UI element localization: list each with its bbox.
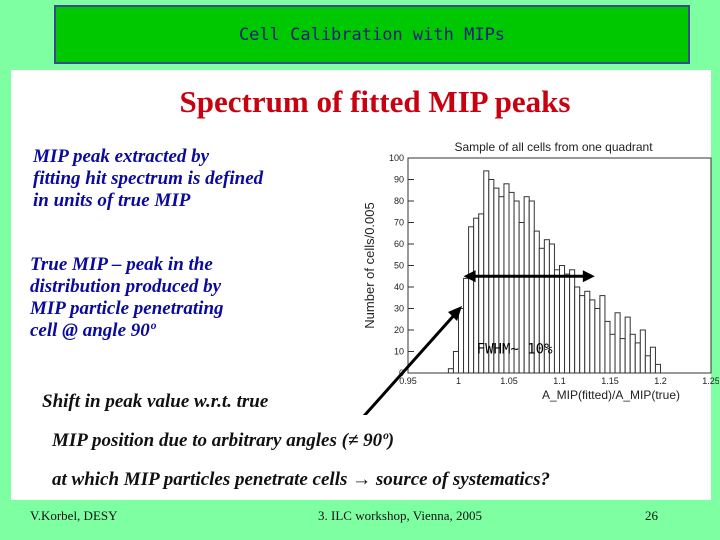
histogram-bar — [614, 312, 621, 374]
y-tick-label: 70 — [394, 218, 404, 228]
x-tick-label: 1.25 — [702, 376, 719, 386]
histogram-bar — [624, 316, 631, 374]
histogram-bar — [619, 338, 626, 374]
histogram-bar — [447, 368, 454, 374]
footer-author: V.Korbel, DESY — [30, 508, 118, 523]
slide-title-bar: Cell Calibration with MIPs — [54, 5, 690, 64]
slide-content: Spectrum of fitted MIP peaks — [11, 70, 711, 500]
histogram-bar — [553, 269, 560, 374]
chart-title: Sample of all cells from one quadrant — [454, 140, 653, 154]
histogram-bar — [584, 290, 591, 374]
paragraph-line: fitting hit spectrum is defined — [33, 168, 264, 189]
y-tick-label: 40 — [394, 282, 404, 292]
paragraph-line: distribution produced by — [30, 276, 222, 297]
histogram-chart: Sample of all cells from one quadrant010… — [362, 140, 719, 415]
histogram-bar — [639, 329, 646, 374]
histogram-bar — [609, 333, 616, 374]
histogram-bar — [579, 295, 586, 374]
histogram-bar — [458, 308, 465, 374]
fwhm-arrow-right-head — [582, 270, 595, 283]
paragraph-mip-peak: MIP peak extracted by fitting hit spectr… — [33, 146, 263, 212]
footer-page-number: 26 — [645, 508, 658, 523]
histogram-bar — [574, 286, 581, 374]
x-axis-label: A_MIP(fitted)/A_MIP(true) — [542, 388, 680, 402]
histogram-bar — [654, 363, 662, 374]
histogram-bar — [468, 226, 475, 374]
histogram-bar — [649, 346, 656, 374]
histogram-bar — [564, 273, 571, 374]
x-tick-label: 0.95 — [399, 376, 417, 386]
x-tick-label: 1.2 — [654, 376, 667, 386]
bottom-line-3: at which MIP particles penetrate cells →… — [52, 469, 551, 490]
slide-heading: Spectrum of fitted MIP peaks — [179, 84, 571, 119]
y-tick-label: 50 — [394, 261, 404, 271]
histogram-bar — [634, 342, 641, 374]
paragraph-line: cell @ angle 90º — [30, 320, 156, 341]
y-tick-label: 80 — [394, 196, 404, 206]
y-tick-label: 100 — [389, 153, 404, 163]
pointer-arrow-line — [362, 312, 458, 415]
histogram-bar — [594, 308, 601, 374]
x-tick-label: 1.1 — [553, 376, 566, 386]
histogram-bar — [452, 351, 459, 374]
paragraph-line: MIP peak extracted by — [33, 146, 210, 167]
y-tick-label: 60 — [394, 239, 404, 249]
y-tick-label: 20 — [394, 325, 404, 335]
histogram-bar — [604, 320, 611, 374]
paragraph-line: True MIP – peak in the — [30, 254, 213, 275]
histogram-bar — [569, 269, 576, 374]
histogram-bar — [644, 355, 651, 374]
pointer-arrow-head — [448, 306, 462, 321]
paragraph-true-mip: True MIP – peak in the distribution prod… — [30, 254, 224, 342]
histogram-bar — [463, 277, 470, 374]
x-tick-label: 1 — [456, 376, 461, 386]
y-tick-label: 10 — [394, 347, 404, 357]
y-axis-label: Number of cells/0.005 — [362, 202, 377, 328]
bottom-line-1: Shift in peak value w.r.t. true — [42, 391, 269, 412]
paragraph-line: MIP particle penetrating — [30, 298, 224, 319]
bottom-line-2: MIP position due to arbitrary angles (≠ … — [52, 430, 395, 451]
fwhm-arrow-left-head — [463, 270, 476, 283]
histogram-bar — [629, 333, 636, 374]
histogram-bar — [589, 299, 596, 374]
x-tick-label: 1.15 — [601, 376, 619, 386]
histogram-bar — [559, 265, 566, 374]
y-tick-label: 30 — [394, 304, 404, 314]
histogram-bar — [599, 295, 606, 374]
fwhm-label: FWHM~ 10% — [477, 342, 553, 358]
slide-title: Cell Calibration with MIPs — [238, 24, 506, 45]
footer-event: 3. ILC workshop, Vienna, 2005 — [318, 508, 482, 523]
y-tick-label: 90 — [394, 175, 404, 185]
paragraph-line: in units of true MIP — [33, 190, 191, 211]
x-tick-label: 1.05 — [500, 376, 518, 386]
